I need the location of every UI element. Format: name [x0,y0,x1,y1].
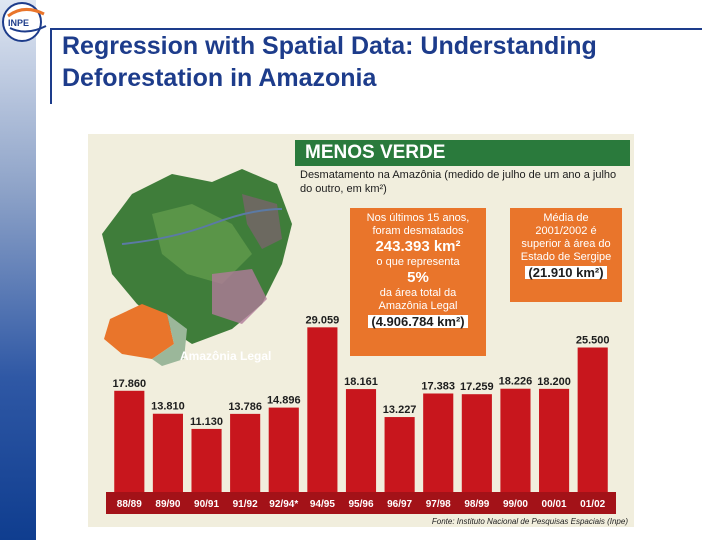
category-label-94/95: 94/95 [310,499,335,510]
value-label-96/97: 13.227 [383,404,417,416]
value-label-88/89: 17.860 [112,378,146,390]
bar-95/96 [345,389,377,492]
value-label-00/01: 18.200 [537,376,571,388]
category-label-91/92: 91/92 [233,499,258,510]
value-label-94/95: 29.059 [306,314,340,326]
page-title: Regression with Spatial Data: Understand… [62,32,597,92]
inpe-logo-icon: INPE [2,2,47,42]
category-label-00/01: 00/01 [542,499,567,510]
bar-89/90 [152,413,183,492]
callout-total-line2: foram desmatados [372,225,464,237]
callout-average: Média de 2001/2002 é superior à área do … [510,208,622,302]
title-rule [50,28,702,30]
figure-source: Fonte: Instituto Nacional de Pesquisas E… [431,517,628,526]
value-label-91/92: 13.786 [228,401,262,413]
callout-average-value: (21.910 km²) [525,266,607,279]
callout-total-line3: o que representa [376,256,460,268]
amazonia-map [102,169,292,366]
callout-total-area: (4.906.784 km²) [368,315,468,328]
value-label-89/90: 13.810 [151,401,185,413]
value-label-90/91: 11.130 [190,416,223,428]
x-axis-band [106,492,616,514]
bar-91/92 [230,413,261,492]
callout-average-line3: superior à área do [521,238,611,250]
category-label-90/91: 90/91 [194,499,219,510]
bar-00/01 [539,388,570,492]
bar-96/97 [384,417,415,492]
bar-chart: 17.860 88/89 13.810 89/90 11.130 90/91 13.786 9… [106,314,616,514]
callout-total: Nos últimos 15 anos, foram desmatados 24… [350,208,486,356]
category-label-99/00: 99/00 [503,499,528,510]
logo-text: INPE [8,18,29,28]
value-label-98/99: 17.259 [460,381,494,393]
bar-94/95 [307,327,338,492]
figure-subtitle: Desmatamento na Amazônia (medido de julh… [300,169,617,195]
category-label-89/90: 89/90 [155,499,180,510]
callout-total-line1: Nos últimos 15 anos, [366,212,470,224]
category-label-95/96: 95/96 [348,499,373,510]
bar-97/98 [423,393,454,492]
value-label-95/96: 18.161 [344,376,378,388]
callout-total-line5: Amazônia Legal [378,300,458,312]
map-label: Amazônia Legal [180,349,272,363]
callout-average-line2: 2001/2002 é [535,225,597,237]
bar-98/99 [461,394,492,492]
bar-01/02 [577,347,608,492]
title-rule-vertical [50,28,52,104]
sidebar-gradient [0,0,36,540]
value-label-97/98: 17.383 [421,380,455,392]
bar-92/94* [268,407,299,492]
callout-total-percent: 5% [407,269,429,286]
category-label-98/99: 98/99 [464,499,489,510]
value-label-92/94*: 14.896 [267,395,301,407]
value-label-01/02: 25.500 [576,335,610,347]
category-label-96/97: 96/97 [387,499,412,510]
callout-total-line4: da área total da [379,287,457,299]
bar-88/89 [114,390,145,492]
category-label-92/94*: 92/94* [269,499,298,510]
category-label-88/89: 88/89 [117,499,142,510]
callout-average-line1: Média de [543,212,589,224]
deforestation-figure: Amazônia Legal MENOS VERDE Desmatamento … [88,134,634,527]
category-label-97/98: 97/98 [426,499,451,510]
callout-average-line4: Estado de Sergipe [520,251,612,263]
figure-banner: MENOS VERDE [295,140,630,166]
category-label-01/02: 01/02 [580,499,605,510]
value-label-99/00: 18.226 [499,376,533,388]
bar-99/00 [500,388,531,492]
bar-90/91 [191,428,222,492]
callout-total-value: 243.393 km² [375,238,461,255]
